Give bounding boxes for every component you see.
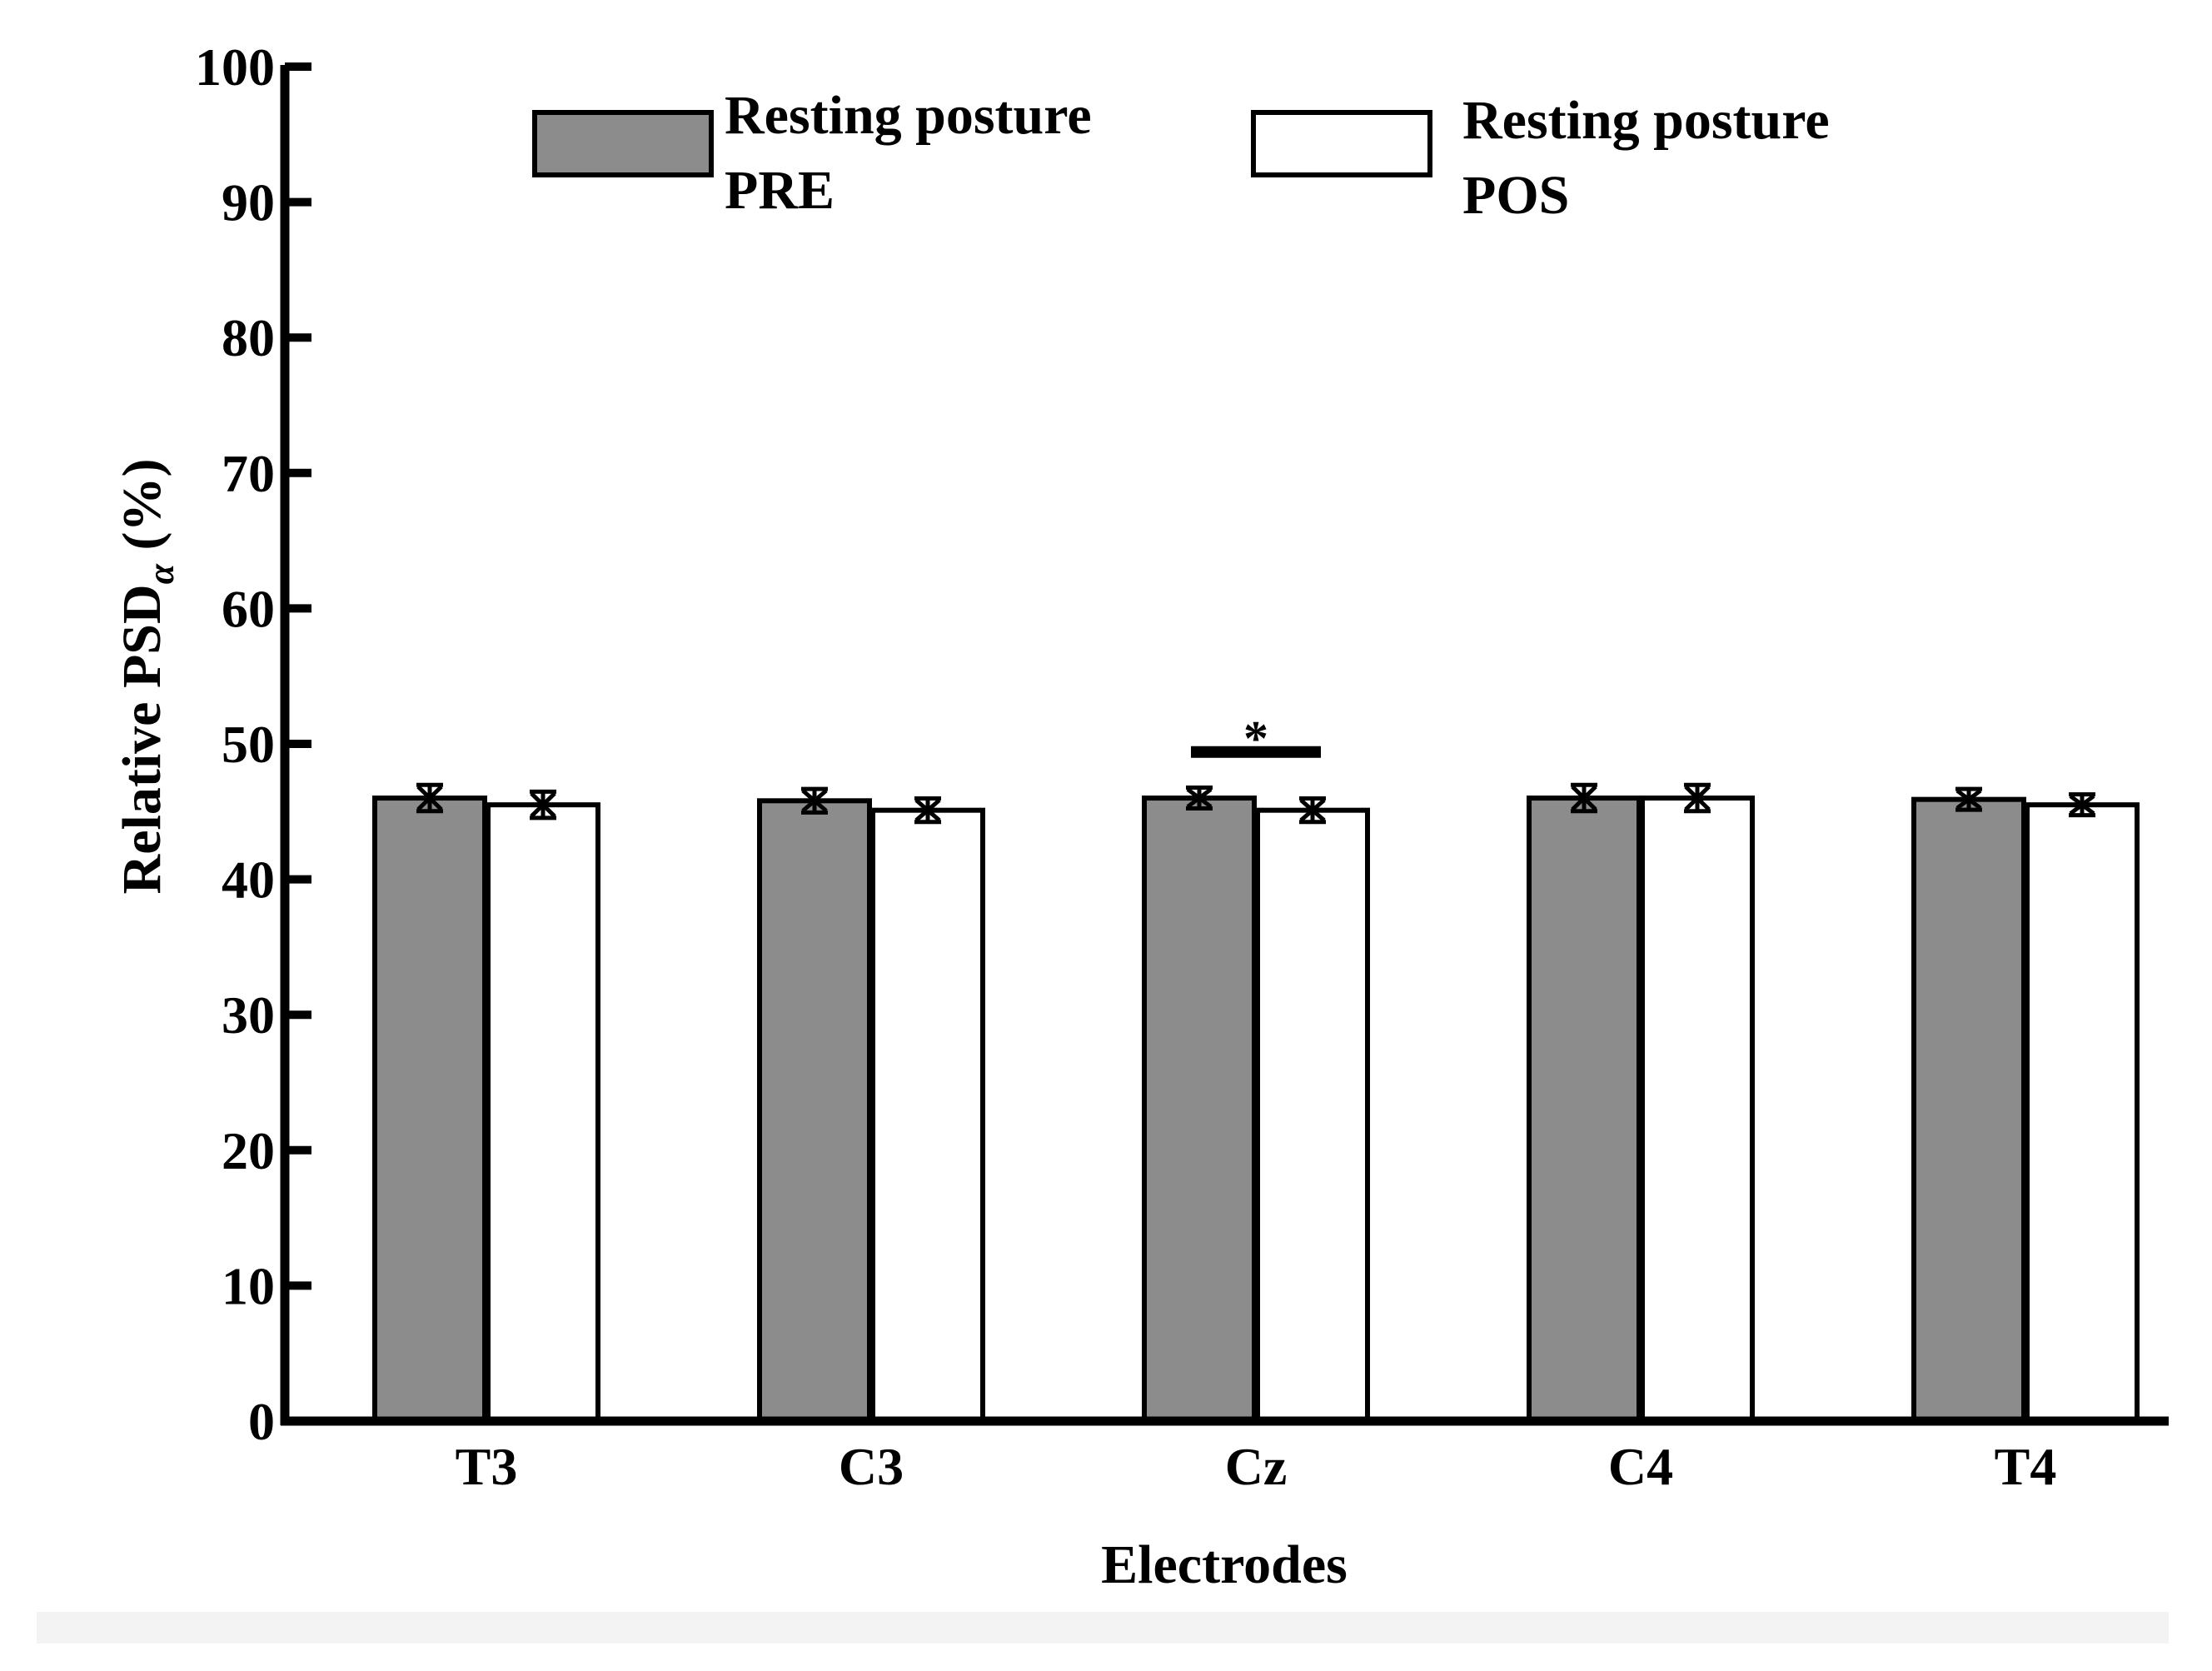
error-bar-marker (416, 785, 443, 811)
legend-swatch-pos (1251, 110, 1432, 177)
error-bar-c3-pre (801, 786, 828, 815)
error-bar-marker (2069, 794, 2095, 816)
legend-item-pos: Resting posture POS (1251, 90, 1830, 226)
error-bar-t3-pre (416, 782, 443, 814)
x-tick-label-c4: C4 (1608, 1437, 1673, 1496)
y-axis-title: Relative PSDα (%) (112, 459, 182, 895)
error-bar-marker (1955, 789, 1982, 811)
error-bar-cz-pre (1186, 786, 1213, 811)
error-bar-marker (801, 789, 828, 813)
bar-cz-pre (1142, 796, 1257, 1424)
legend-label-pos-line2: POS (1462, 165, 1569, 226)
bar-t3-pre (372, 796, 487, 1424)
legend-item-pre: Resting posture PRE (532, 85, 1092, 221)
annotations-layer: * (1191, 711, 1321, 766)
x-axis-category-labels: T3 C3 Cz C4 T4 (456, 1437, 2057, 1496)
bar-c4-pos (1640, 796, 1755, 1424)
significance-marker: * (1243, 711, 1268, 766)
bar-c4-pre (1527, 796, 1642, 1424)
legend: Resting posture PRE Resting posture POS (532, 85, 1830, 226)
bar-cz-pos (1255, 807, 1370, 1424)
legend-label-pos-line1: Resting posture (1462, 90, 1830, 151)
error-bar-marker (914, 798, 941, 822)
legend-label-pre-line1: Resting posture (725, 85, 1092, 146)
y-tick-label-40: 40 (222, 850, 275, 910)
bar-c3-pre (757, 798, 872, 1424)
x-tick-label-t3: T3 (456, 1437, 518, 1496)
error-bar-marker (530, 791, 556, 818)
error-bar-marker (1571, 785, 1597, 811)
error-bar-c3-pos (914, 796, 941, 825)
y-tick-label-70: 70 (222, 444, 275, 503)
error-bar-c4-pos (1684, 782, 1711, 814)
legend-label-pre-line2: PRE (725, 160, 834, 221)
error-bar-c4-pre (1571, 782, 1597, 814)
x-tick-label-t4: T4 (1995, 1437, 2057, 1496)
error-bar-marker (1299, 798, 1326, 822)
error-bars-layer (416, 782, 2095, 825)
y-tick-label-90: 90 (222, 173, 275, 232)
y-tick-label-30: 30 (222, 985, 275, 1045)
error-bar-marker (1186, 787, 1213, 809)
legend-swatch-pre (532, 110, 714, 177)
bar-t4-pre (1911, 796, 2026, 1424)
y-tick-label-20: 20 (222, 1121, 275, 1180)
x-tick-label-c3: C3 (839, 1437, 904, 1496)
y-tick-label-60: 60 (222, 579, 275, 638)
bar-c3-pos (870, 807, 985, 1424)
bar-t3-pos (486, 802, 600, 1424)
error-bar-t4-pos (2069, 792, 2095, 818)
x-tick-label-cz: Cz (1225, 1437, 1288, 1496)
y-tick-label-80: 80 (222, 308, 275, 367)
y-axis-title-subscript: α (141, 563, 182, 584)
x-axis-title: Electrodes (1101, 1534, 1348, 1595)
y-tick-label-50: 50 (222, 715, 275, 774)
bars-layer (372, 796, 2140, 1424)
figure-bottom-band (37, 1612, 2169, 1644)
error-bar-cz-pos (1299, 796, 1326, 825)
y-tick-label-0: 0 (248, 1392, 275, 1451)
bar-t4-pos (2025, 802, 2140, 1424)
y-axis-ticks: 0 10 20 30 40 50 60 70 80 90 100 (195, 37, 311, 1451)
y-tick-label-10: 10 (222, 1256, 275, 1315)
error-bar-marker (1684, 785, 1711, 811)
y-tick-label-100: 100 (195, 37, 275, 97)
y-axis-title-suffix: (%) (112, 459, 172, 564)
error-bar-t3-pos (530, 789, 556, 821)
y-axis-title-main: Relative PSD (112, 584, 172, 894)
plot-area: * 0 10 20 30 40 50 60 70 80 90 100 T3 C3 Cz C4 T4 (195, 37, 2169, 1496)
error-bar-t4-pre (1955, 786, 1982, 812)
